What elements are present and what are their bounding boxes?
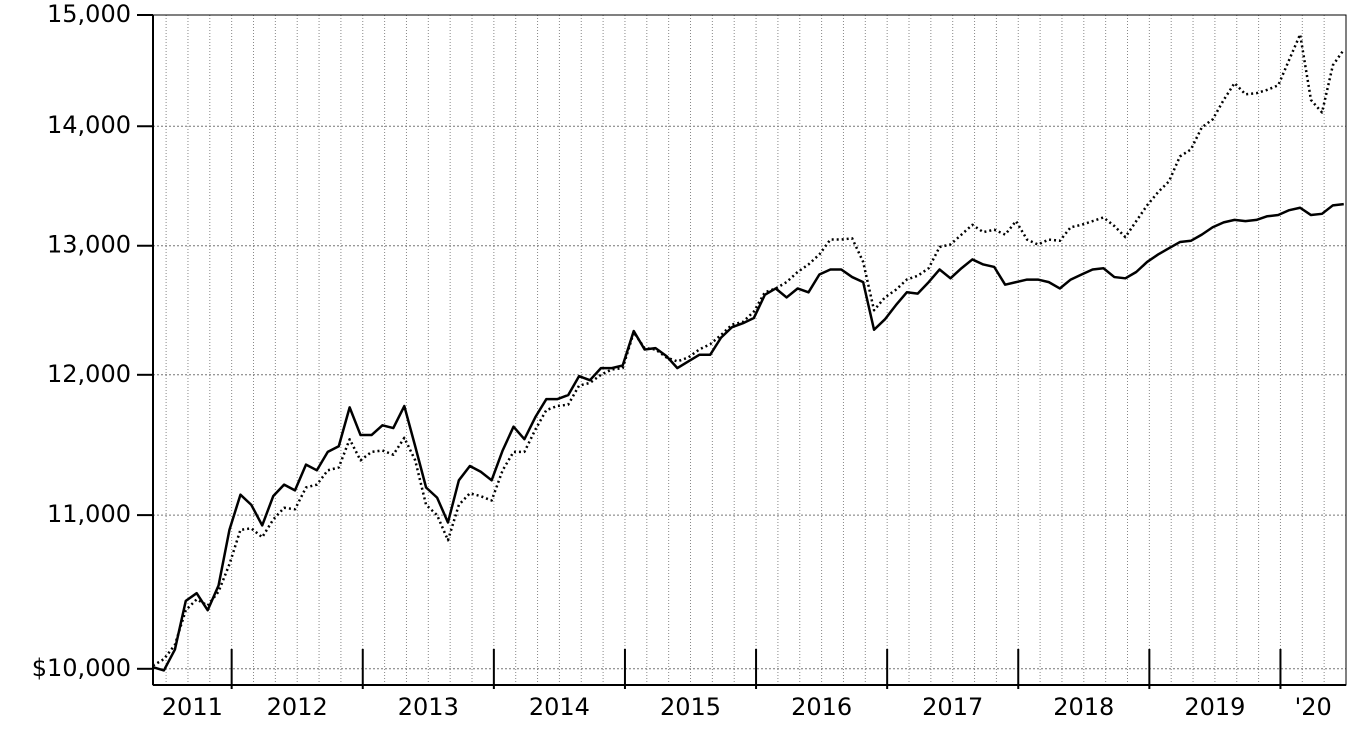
y-tick-label: 11,000 bbox=[47, 500, 131, 528]
y-tick-label: $10,000 bbox=[32, 654, 131, 682]
y-tick-label: 12,000 bbox=[47, 360, 131, 388]
y-tick-label: 14,000 bbox=[47, 111, 131, 139]
y-tick-label: 13,000 bbox=[47, 231, 131, 259]
plot-frame bbox=[152, 14, 1347, 686]
x-tick-label: 2019 bbox=[1184, 693, 1245, 721]
series-line bbox=[152, 202, 1344, 672]
x-tick-label: 2016 bbox=[791, 693, 852, 721]
x-tick-label: 2012 bbox=[267, 693, 328, 721]
x-tick-label: 2013 bbox=[398, 693, 459, 721]
x-tick-label: 2014 bbox=[529, 693, 590, 721]
x-tick-label: '20 bbox=[1295, 693, 1332, 721]
series-line bbox=[152, 33, 1345, 667]
x-tick-label: 2017 bbox=[922, 693, 983, 721]
x-tick-label: 2015 bbox=[660, 693, 721, 721]
x-tick-label: 2011 bbox=[162, 693, 223, 721]
y-tick-label: 15,000 bbox=[47, 0, 131, 28]
x-tick-label: 2018 bbox=[1053, 693, 1114, 721]
